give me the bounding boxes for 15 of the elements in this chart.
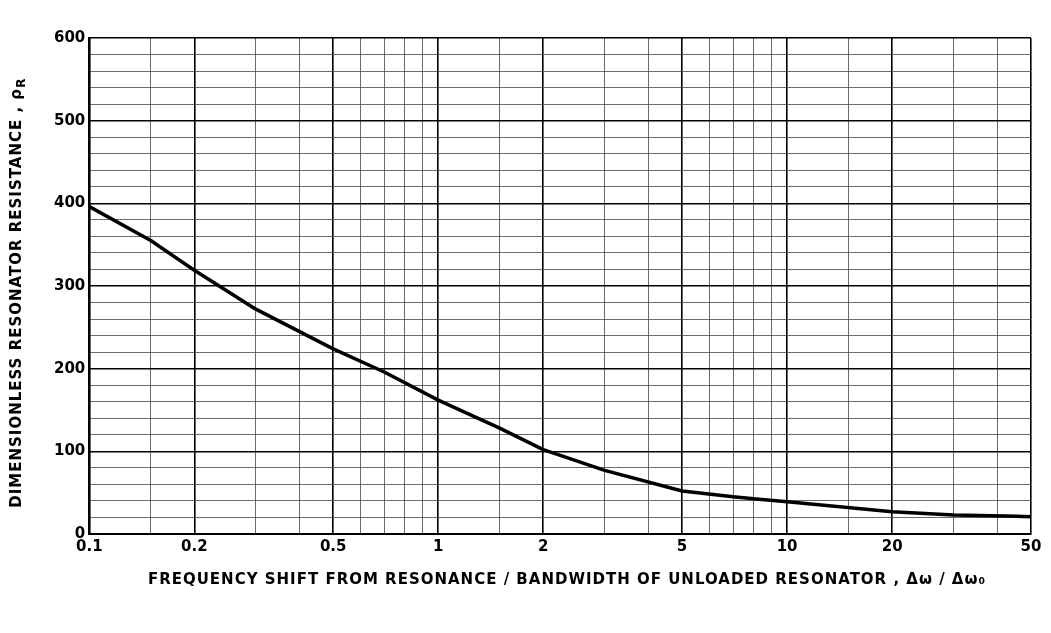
- x-tick-label: 0.5: [319, 536, 347, 555]
- x-tick-label: 5: [676, 536, 688, 555]
- y-tick-label: 100: [54, 441, 86, 460]
- y-tick-label: 300: [54, 275, 86, 294]
- x-tick-label: 10: [776, 536, 798, 555]
- x-tick-label: 20: [881, 536, 903, 555]
- x-tick-label: 0.2: [181, 536, 208, 555]
- y-tick-label: 200: [54, 358, 86, 377]
- x-tick-label: 1: [433, 536, 444, 555]
- x-axis-title: FREQUENCY SHIFT FROM RESONANCE / BANDWIDTH OF UNLOADED RESONATOR , Δω / Δω₀: [146, 570, 988, 588]
- x-tick-label: 2: [538, 536, 549, 555]
- y-tick-label: 500: [54, 110, 86, 129]
- y-tick-label: 600: [54, 27, 86, 46]
- y-tick-label: 400: [54, 193, 86, 212]
- x-tick-label: 50: [1020, 536, 1042, 555]
